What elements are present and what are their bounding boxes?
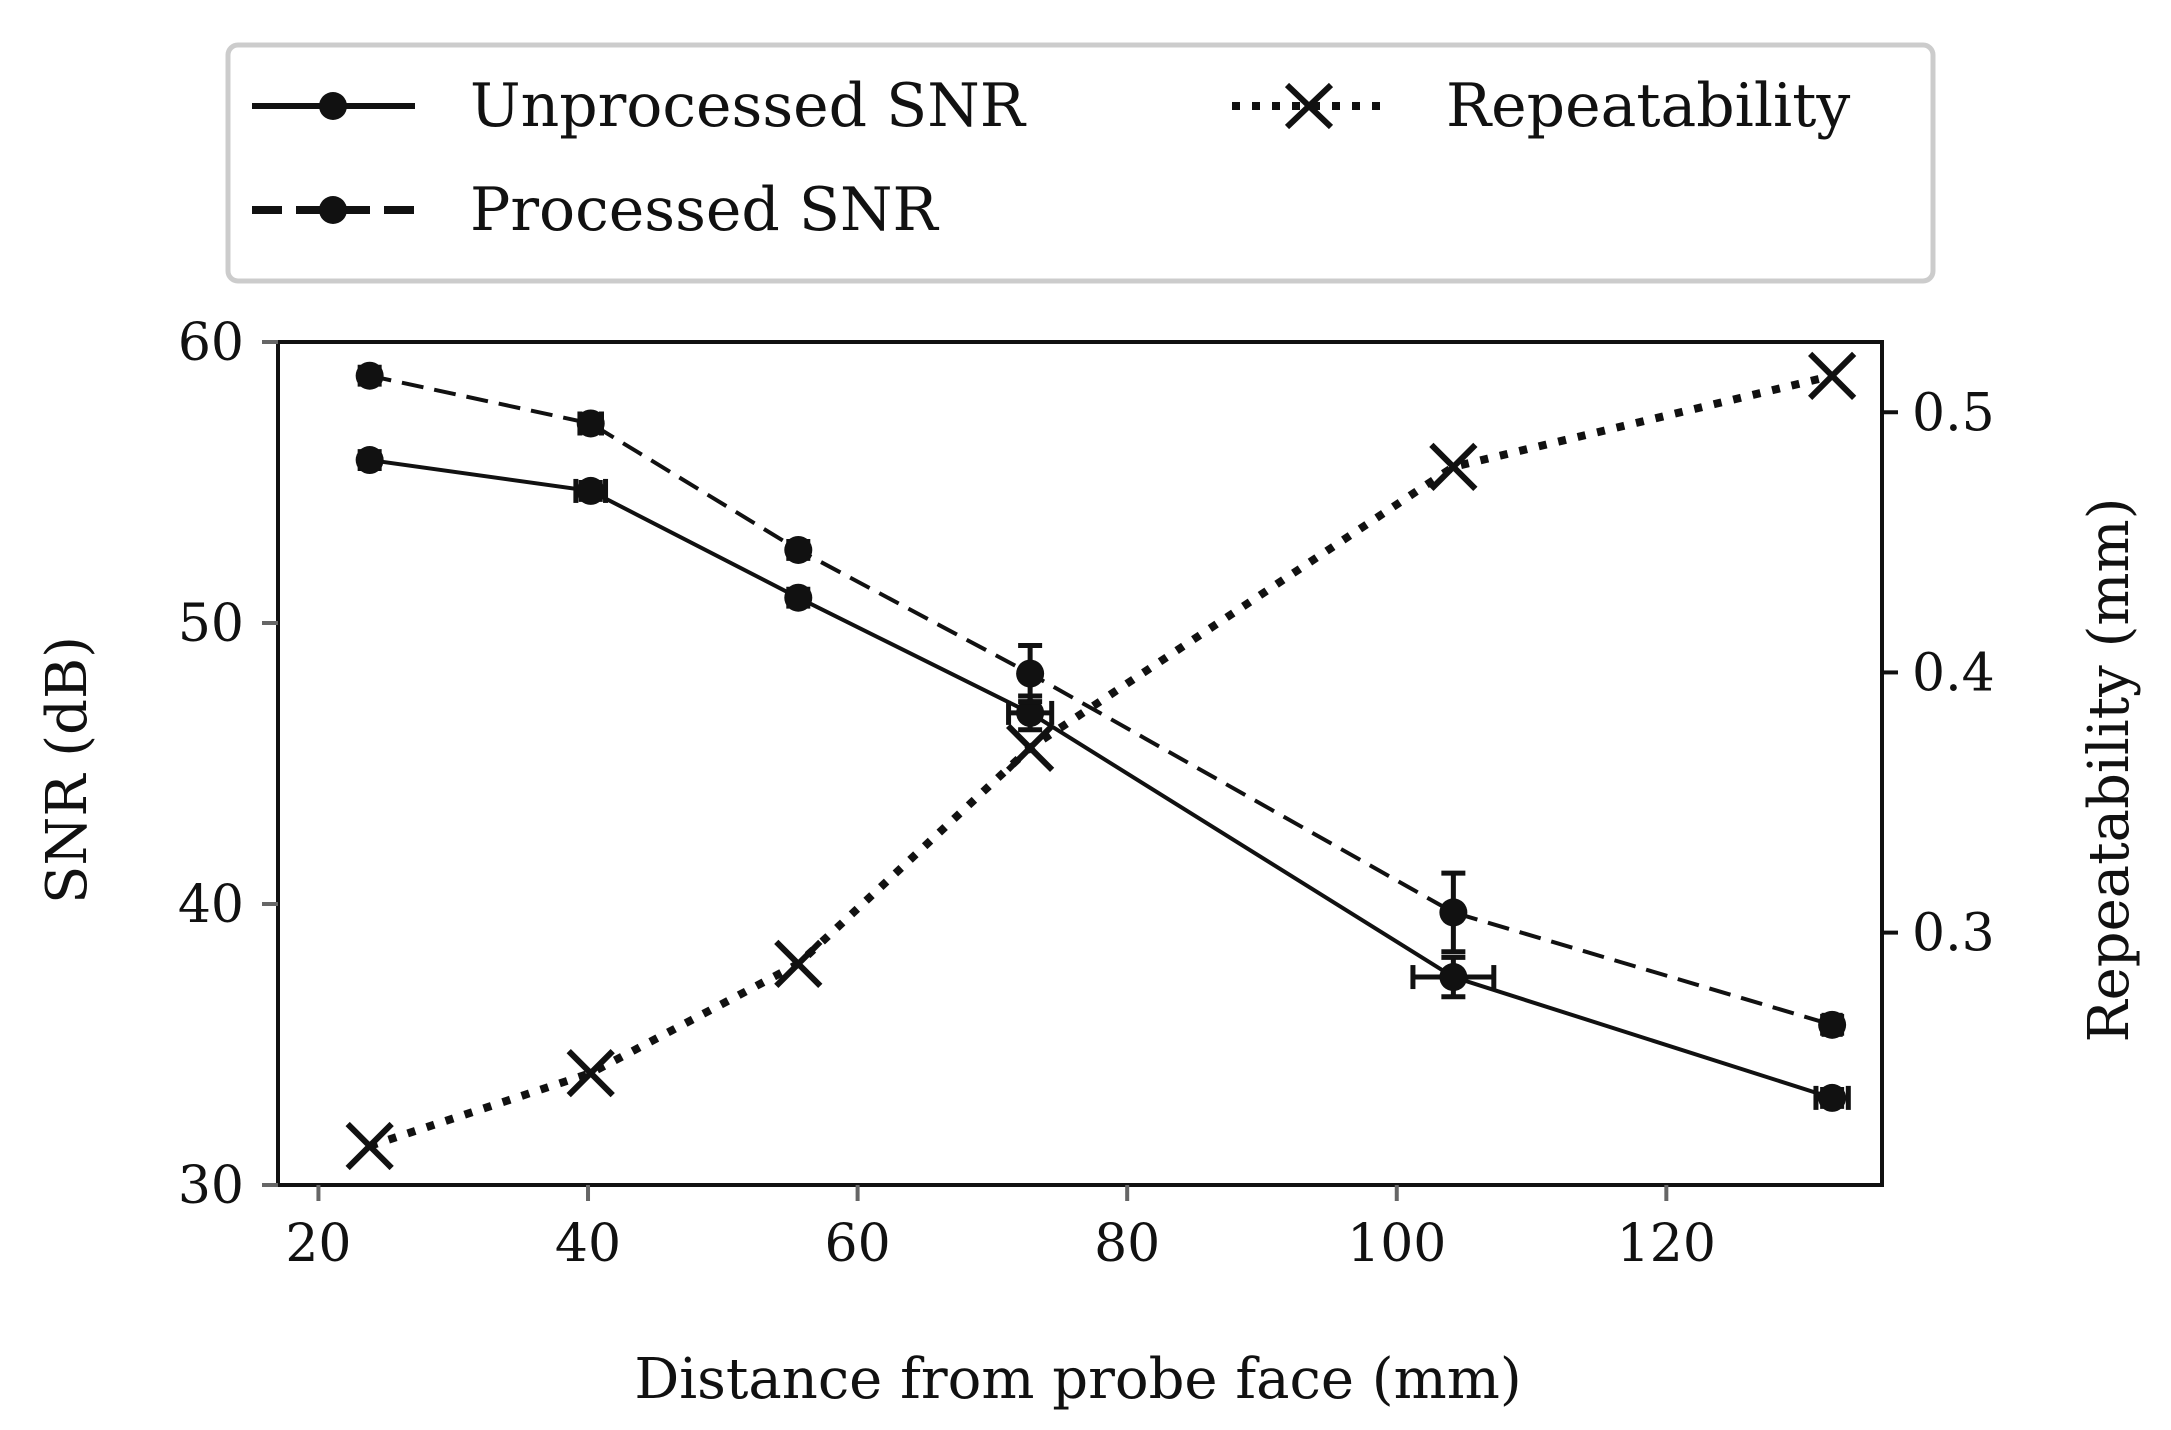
data-point-unprocessed-snr <box>576 476 605 505</box>
legend-label-unprocessed: Unprocessed SNR <box>470 71 1027 141</box>
data-point-repeatability <box>1429 442 1478 492</box>
legend-marker-repeatability <box>1284 82 1334 130</box>
y2-tick-label: 0.4 <box>1912 643 1995 703</box>
data-point-processed-snr <box>355 361 384 390</box>
legend-label-processed: Processed SNR <box>470 175 939 245</box>
legend-frame <box>225 42 1936 284</box>
x-tick-label: 40 <box>555 1214 621 1274</box>
y-axis-title: SNR (dB) <box>35 636 100 904</box>
series-line-unprocessed-snr <box>369 458 1833 1100</box>
data-point-processed-snr <box>1818 1010 1847 1039</box>
data-point-unprocessed-snr <box>1016 698 1045 727</box>
data-point-processed-snr <box>784 535 813 564</box>
data-point-repeatability <box>774 939 823 988</box>
series-line-repeatability <box>368 371 1834 1150</box>
x-axis-title: Distance from probe face (mm) <box>634 1347 1521 1412</box>
y2-axis-title: Repeatability (mm) <box>2077 498 2142 1043</box>
series-line-processed-snr <box>369 373 1833 1027</box>
data-point-repeatability <box>345 1121 394 1171</box>
legend-label-repeatability: Repeatability <box>1446 71 1850 141</box>
data-point-unprocessed-snr <box>784 583 813 612</box>
data-point-processed-snr <box>576 409 605 438</box>
x-tick-label: 100 <box>1347 1214 1446 1274</box>
x-tick-label: 120 <box>1617 1214 1716 1274</box>
data-point-processed-snr <box>1016 659 1045 688</box>
legend-marker-processed <box>319 196 347 224</box>
data-point-repeatability <box>1006 723 1055 773</box>
y-tick-label: 50 <box>178 594 244 654</box>
y-tick-label: 60 <box>178 313 244 373</box>
x-tick-label: 60 <box>825 1214 891 1274</box>
data-point-processed-snr <box>1439 898 1468 927</box>
x-tick-label: 80 <box>1094 1214 1160 1274</box>
y2-tick-label: 0.5 <box>1912 383 1995 443</box>
data-point-repeatability <box>1808 351 1857 400</box>
data-point-unprocessed-snr <box>355 446 384 475</box>
plot-frame <box>276 340 1884 1187</box>
x-tick-label: 20 <box>285 1214 351 1274</box>
axes: 20 40 60 80 100 120 30 40 50 60 0.3 0.4 0.5 <box>178 313 1995 1274</box>
data-point-unprocessed-snr <box>1439 963 1468 992</box>
data-point-unprocessed-snr <box>1818 1083 1847 1112</box>
plot-series <box>345 351 1857 1171</box>
y2-tick-label: 0.3 <box>1912 904 1995 964</box>
y-tick-label: 40 <box>178 875 244 935</box>
y-tick-label: 30 <box>178 1156 244 1216</box>
data-point-repeatability <box>566 1048 615 1098</box>
legend: Unprocessed SNR Processed SNR Repeatabil… <box>225 42 1936 284</box>
legend-marker-unprocessed <box>319 92 347 120</box>
